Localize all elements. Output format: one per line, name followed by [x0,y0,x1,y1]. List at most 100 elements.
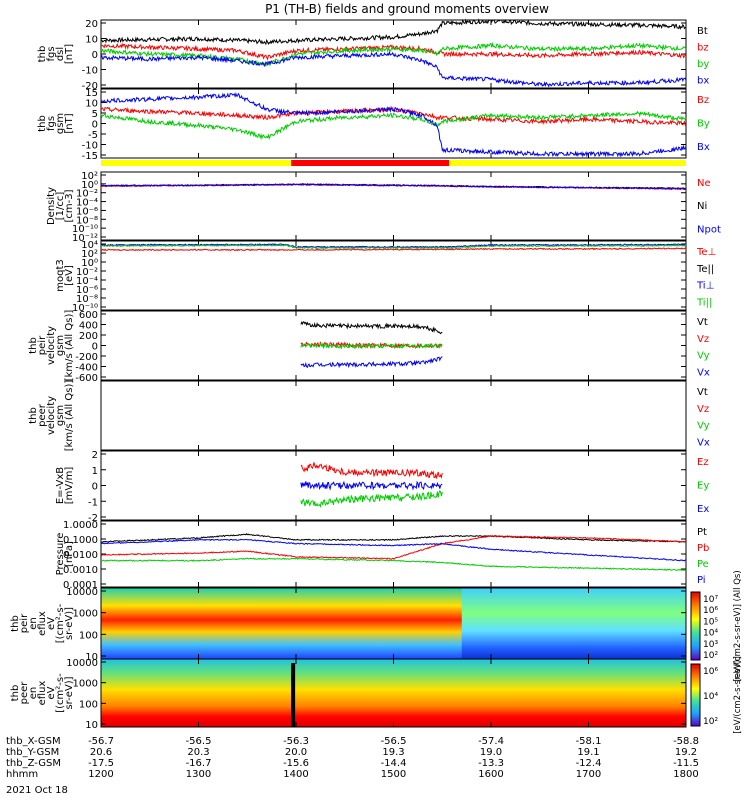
mode-segment [101,160,292,166]
y-tick-label: 1.0000 [63,520,98,531]
y-tick-label: 10⁴ [81,240,98,251]
legend-entry: Vy [697,351,710,362]
mode-segment [291,160,450,166]
colorbar-tick-label: 10² [703,651,718,661]
y-axis-label: [eV] [64,265,75,286]
plot-frame [100,520,687,588]
ephemeris-value: 19.1 [577,747,599,758]
y-tick-label: 10000 [66,587,98,598]
ephemeris-value: -57.4 [478,736,504,747]
colorbar-label: [eV/(cm2-s-sr-eV)] (All Qs) [733,570,743,681]
y-axis-label: dsl [55,47,66,61]
plot-frame [100,240,687,311]
legend-entry: Pt [697,527,707,538]
ephemeris-row-label: thb_Z-GSM [6,758,61,769]
y-tick-label: -400 [75,363,98,374]
y-tick-label: 10⁻⁴ [76,198,98,209]
series-Vt [300,321,443,335]
y-axis-label: en [28,687,39,700]
ephemeris-value: -58.8 [673,736,699,747]
ephemeris-value: 1200 [88,769,113,780]
y-axis-label: sr-eV)] [64,676,75,709]
y-tick-label: 200 [79,331,98,342]
series-Ez [300,462,443,480]
plot-frame [100,88,687,159]
y-axis-label: peer [19,681,30,705]
y-axis-label: gsm [55,335,66,356]
panel-pressure: 1.0000 0.1000 0.0100 0.0010 0.0001 Pressure[n… [55,520,709,591]
ephemeris-value: -56.5 [381,736,407,747]
ephemeris-value: -56.5 [186,736,212,747]
legend-entry: Ex [697,504,709,515]
spectrogram-fill [101,659,686,727]
y-axis-label: E=-VxB [55,467,66,504]
legend-entry: Vz [697,334,709,345]
colorbar-tick-label: 10⁶ [703,606,718,616]
y-axis-label: [nT] [64,44,75,64]
y-tick-label: -600 [75,373,98,384]
y-tick-label: 10⁻⁶ [76,285,98,296]
panel-peer_en_eflux: 10000 1000 100 10 thbpeerenefluxeV[(cm²-s-sr… [10,658,687,731]
legend-entry: Ne [697,178,711,189]
y-axis-label: thb [37,46,48,63]
legend-entry: Pi [697,575,706,586]
y-tick-label: 1 [92,466,98,477]
y-axis-label: eflux [37,611,48,636]
ephemeris-value: 20.3 [187,747,209,758]
series-Bt [100,18,687,46]
y-tick-label: 10⁻⁴ [76,276,98,287]
y-tick-label: -200 [75,352,98,363]
y-axis-label: Pressure [55,533,66,576]
y-tick-label: 10⁻⁸ [76,294,98,305]
ephemeris-value: 1500 [381,769,406,780]
y-axis-label: velocity [46,396,57,435]
colorbar-tick-label: 10⁴ [703,629,718,639]
colorbar-label: [eV/(cm2-s-sr-eV)] [733,656,743,734]
y-axis-label: thb [10,685,21,702]
series-Ey [300,489,443,508]
y-tick-label: 1000 [73,609,98,620]
ephemeris-value: 1600 [478,769,503,780]
y-tick-label: 10⁻⁶ [76,206,98,217]
y-tick-label: 10² [81,249,98,260]
legend-entry: Vy [697,421,710,432]
y-tick-label: 0 [92,342,98,353]
y-tick-label: 10⁻¹⁰ [72,224,98,235]
y-tick-label: 0.1000 [63,535,98,546]
panels: 20100-10-20thbfgsdsl[nT]Btbzbybx151050-5… [10,18,721,731]
series-Te⊥ [100,247,687,252]
y-axis-label: thb [37,115,48,132]
y-tick-label: 1000 [73,679,98,690]
data-gap [291,663,296,727]
legend-entry: Vx [697,368,710,379]
y-tick-label: -20 [82,81,98,92]
y-axis-label: en [28,617,39,630]
ephemeris-value: -56.7 [88,736,114,747]
y-tick-label: -10 [82,141,98,152]
legend-entry: Ti|| [696,298,712,309]
y-axis-label: [nPa] [64,541,75,567]
y-tick-label: 0 [92,482,98,493]
y-tick-label: 20 [85,19,98,30]
y-tick-label: 15 [85,88,98,99]
y-axis-label: [cm-3] [64,189,75,222]
legend-entry: Ni [697,201,707,212]
y-axis-label: gsm [55,113,66,134]
colorbar-tick-label: 10² [703,717,718,727]
series-Ti|| [100,244,687,250]
series-By [100,110,687,141]
colorbar-gradient [690,663,701,727]
y-tick-label: 10⁰ [81,258,98,269]
ephemeris-value: 19.0 [480,747,502,758]
spectrogram-fill [461,588,686,659]
y-tick-label: -10 [82,66,98,77]
series-by [100,41,687,68]
series-Pe [100,557,687,572]
panel-peir_en_eflux: 10000 1000 100 10 thbpeirenefluxeV[(cm²-s-sr… [10,587,687,663]
colorbar-tick-label: 10⁴ [703,692,718,702]
colorbar-tick-label: 10⁶ [703,667,718,677]
